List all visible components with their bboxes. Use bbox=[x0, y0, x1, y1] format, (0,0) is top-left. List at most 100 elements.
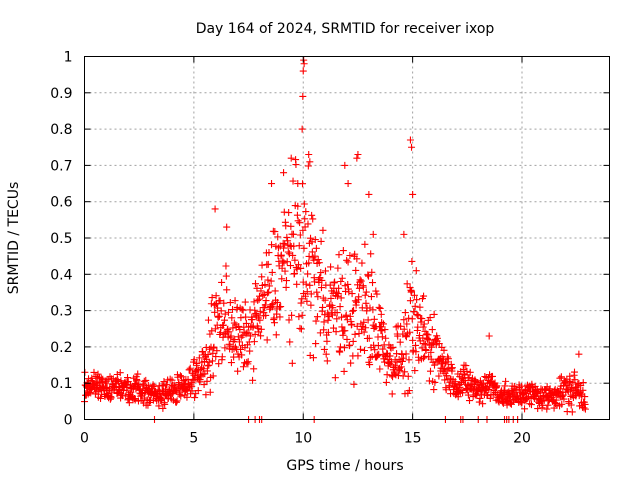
x-tick-label: 0 bbox=[80, 431, 89, 447]
data-point bbox=[265, 249, 273, 257]
data-point bbox=[339, 247, 347, 255]
data-point bbox=[544, 401, 552, 409]
data-point bbox=[306, 158, 314, 166]
data-point bbox=[250, 338, 258, 346]
data-point bbox=[397, 322, 405, 330]
data-point bbox=[332, 328, 340, 336]
data-point bbox=[295, 261, 303, 269]
data-point bbox=[346, 342, 354, 350]
data-point bbox=[377, 310, 385, 318]
data-point bbox=[270, 319, 278, 327]
data-point bbox=[409, 190, 417, 198]
data-point bbox=[97, 394, 105, 402]
data-point bbox=[193, 359, 201, 367]
data-point bbox=[348, 290, 356, 298]
data-point bbox=[140, 377, 148, 385]
data-point bbox=[364, 271, 372, 279]
data-point bbox=[210, 343, 218, 351]
y-tick-label: 0 bbox=[64, 413, 73, 429]
data-point bbox=[353, 255, 361, 263]
data-point bbox=[244, 358, 252, 366]
data-point bbox=[234, 367, 242, 375]
data-point bbox=[430, 386, 438, 394]
data-point bbox=[251, 306, 259, 314]
data-point bbox=[133, 377, 141, 385]
data-point bbox=[476, 394, 484, 402]
data-point bbox=[227, 332, 235, 340]
data-point bbox=[327, 294, 335, 302]
data-point bbox=[485, 332, 493, 340]
data-point bbox=[280, 244, 288, 252]
y-tick-label: 0.9 bbox=[50, 86, 72, 102]
data-point bbox=[349, 337, 357, 345]
data-point bbox=[304, 220, 312, 228]
data-point bbox=[243, 358, 251, 366]
y-tick-labels: 0 0.1 0.2 0.3 0.4 0.5 0.6 0.7 0.8 0.9 1 bbox=[50, 50, 72, 429]
data-point bbox=[451, 378, 459, 386]
data-point bbox=[222, 262, 230, 270]
data-point bbox=[257, 287, 265, 295]
data-point bbox=[372, 287, 380, 295]
data-point bbox=[296, 219, 304, 227]
data-point bbox=[329, 304, 337, 312]
data-point bbox=[435, 340, 443, 348]
data-point bbox=[344, 258, 352, 266]
data-point bbox=[552, 400, 560, 408]
data-point bbox=[351, 330, 359, 338]
data-point bbox=[130, 395, 138, 403]
data-point bbox=[259, 292, 267, 300]
data-point bbox=[296, 324, 304, 332]
data-point bbox=[262, 311, 270, 319]
data-point bbox=[278, 275, 286, 283]
data-point bbox=[534, 405, 542, 413]
data-point bbox=[235, 338, 243, 346]
data-point bbox=[298, 311, 306, 319]
data-point bbox=[206, 330, 214, 338]
data-point bbox=[256, 308, 264, 316]
data-point bbox=[486, 394, 494, 402]
data-point bbox=[315, 259, 323, 267]
data-point bbox=[261, 281, 269, 289]
data-point bbox=[256, 316, 264, 324]
data-point bbox=[444, 355, 452, 363]
data-point bbox=[327, 263, 335, 271]
data-point bbox=[356, 276, 364, 284]
data-point bbox=[233, 303, 241, 311]
data-point bbox=[280, 169, 288, 177]
data-point bbox=[287, 154, 295, 162]
data-point bbox=[293, 280, 301, 288]
data-point bbox=[412, 341, 420, 349]
data-point bbox=[293, 211, 301, 219]
data-point bbox=[459, 366, 467, 374]
data-point bbox=[298, 295, 306, 303]
data-point bbox=[441, 359, 449, 367]
data-point bbox=[297, 299, 305, 307]
data-point bbox=[354, 151, 362, 159]
data-point bbox=[213, 347, 221, 355]
data-point bbox=[410, 291, 418, 299]
data-point bbox=[214, 304, 222, 312]
data-point bbox=[351, 297, 359, 305]
data-point bbox=[391, 370, 399, 378]
data-point bbox=[305, 259, 313, 267]
data-point bbox=[579, 386, 587, 394]
data-point bbox=[418, 315, 426, 323]
data-point bbox=[292, 161, 300, 169]
data-point bbox=[258, 273, 266, 281]
data-point bbox=[245, 329, 253, 337]
data-point bbox=[281, 267, 289, 275]
data-point bbox=[294, 217, 302, 225]
data-point bbox=[408, 287, 416, 295]
data-point bbox=[428, 326, 436, 334]
data-point bbox=[391, 362, 399, 370]
data-point bbox=[124, 374, 132, 382]
y-axis-label: SRMTID / TECUs bbox=[6, 182, 22, 295]
data-point bbox=[335, 284, 343, 292]
data-point bbox=[418, 344, 426, 352]
data-point bbox=[345, 288, 353, 296]
data-point bbox=[241, 298, 249, 306]
data-point bbox=[333, 315, 341, 323]
data-point bbox=[568, 408, 576, 416]
data-point bbox=[581, 405, 589, 413]
